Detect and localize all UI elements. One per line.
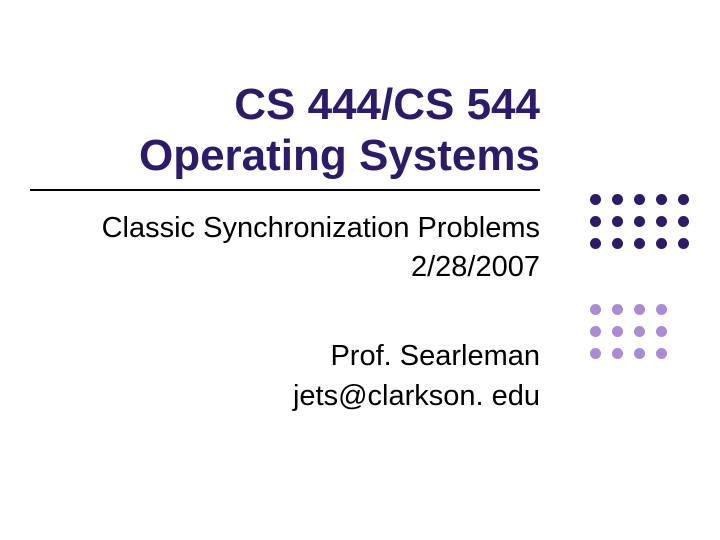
- title-line-1: CS 444/CS 544: [30, 80, 540, 131]
- decorative-dot: [590, 238, 601, 249]
- decorative-dot: [590, 348, 601, 359]
- decorative-dot: [656, 304, 667, 315]
- decorative-dot: [634, 326, 645, 337]
- decorative-dot: [590, 216, 601, 227]
- grid-bottom-right: [590, 304, 667, 370]
- decorative-dot: [678, 194, 689, 205]
- decorative-dot: [656, 238, 667, 249]
- decorative-dot: [612, 326, 623, 337]
- title-line-2: Operating Systems: [30, 131, 540, 182]
- author-line-1: Prof. Searleman: [30, 337, 540, 376]
- grid-top-right: [590, 194, 689, 260]
- decorative-dot: [656, 326, 667, 337]
- decorative-dot: [590, 194, 601, 205]
- decorative-dot: [678, 238, 689, 249]
- decorative-dot: [634, 304, 645, 315]
- decorative-dot: [678, 216, 689, 227]
- decorative-dot: [612, 194, 623, 205]
- title-block: CS 444/CS 544 Operating Systems: [30, 80, 540, 191]
- subtitle-line-2: 2/28/2007: [30, 248, 540, 287]
- decorative-dot: [656, 348, 667, 359]
- subtitle-line-1: Classic Synchronization Problems: [30, 209, 540, 248]
- decorative-dot: [634, 238, 645, 249]
- author-line-2: jets@clarkson. edu: [30, 377, 540, 416]
- decorative-dot: [612, 304, 623, 315]
- decorative-dot: [612, 238, 623, 249]
- decorative-dot: [634, 348, 645, 359]
- decorative-dot: [612, 216, 623, 227]
- decorative-dot: [634, 194, 645, 205]
- decorative-dot: [656, 194, 667, 205]
- decorative-dot: [634, 216, 645, 227]
- author-block: Prof. Searleman jets@clarkson. edu: [30, 337, 540, 415]
- slide-content: CS 444/CS 544 Operating Systems Classic …: [30, 80, 540, 416]
- subtitle-block: Classic Synchronization Problems 2/28/20…: [30, 209, 540, 287]
- decorative-dot: [590, 326, 601, 337]
- decorative-dot: [590, 304, 601, 315]
- decorative-dot: [656, 216, 667, 227]
- decorative-dot: [612, 348, 623, 359]
